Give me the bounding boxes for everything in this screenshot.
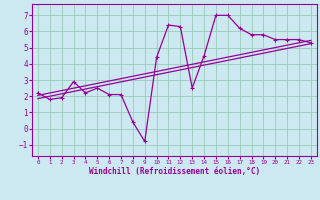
- X-axis label: Windchill (Refroidissement éolien,°C): Windchill (Refroidissement éolien,°C): [89, 167, 260, 176]
